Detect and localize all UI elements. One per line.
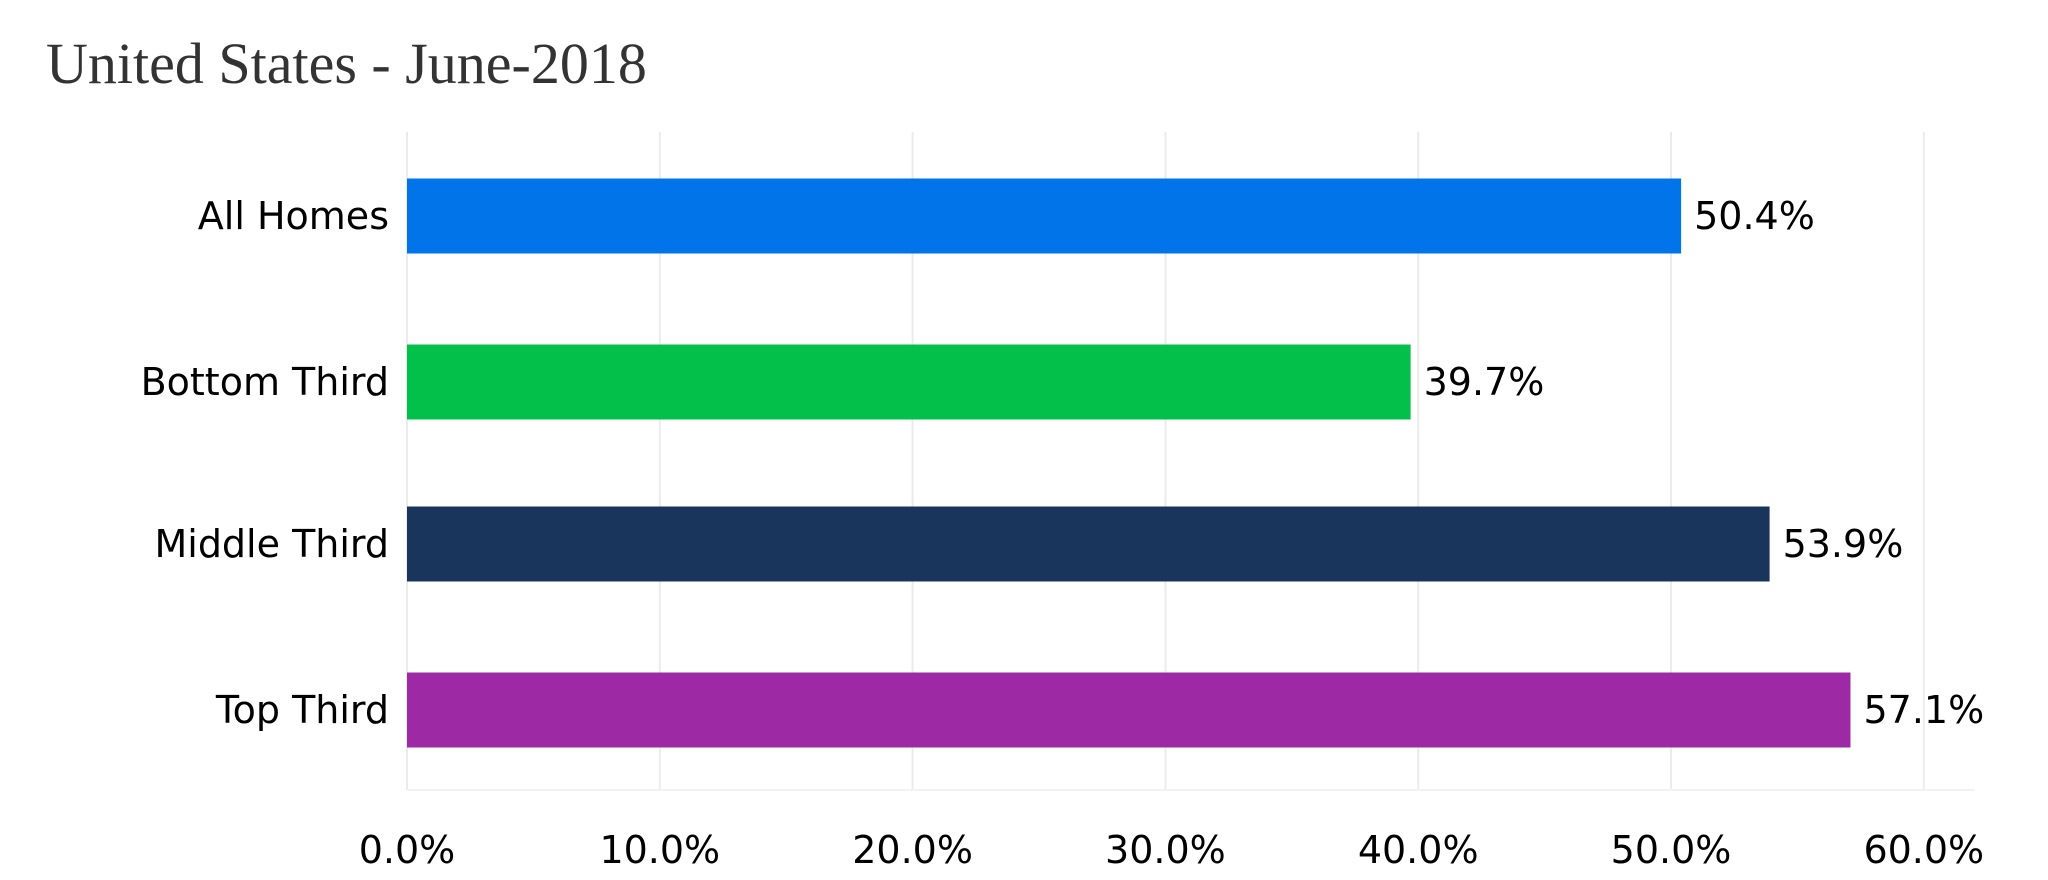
category-labels: All Homes Bottom Third Middle Third Top Thi…: [141, 194, 389, 732]
x-tick-label-2: 20.0%: [852, 828, 973, 872]
x-tick-label-3: 30.0%: [1105, 828, 1226, 872]
x-tick-label-1: 10.0%: [599, 828, 720, 872]
bar-bottom-third: [407, 344, 1411, 420]
bar-all-homes: [407, 178, 1682, 254]
value-label-all-homes: 50.4%: [1694, 194, 1815, 238]
bar-middle-third: [407, 506, 1770, 582]
value-label-middle-third: 53.9%: [1783, 522, 1904, 566]
category-label-bottom-third: Bottom Third: [141, 360, 389, 404]
bar-top-third: [407, 672, 1851, 748]
bars: [407, 178, 1851, 748]
category-label-all-homes: All Homes: [198, 194, 389, 238]
value-label-top-third: 57.1%: [1863, 688, 1984, 732]
x-tick-label-4: 40.0%: [1358, 828, 1479, 872]
value-label-bottom-third: 39.7%: [1424, 360, 1545, 404]
x-tick-label-0: 0.0%: [359, 828, 456, 872]
x-axis-tick-labels: 0.0% 10.0% 20.0% 30.0% 40.0% 50.0% 60.0%: [359, 828, 1984, 872]
category-label-top-third: Top Third: [215, 688, 389, 732]
category-label-middle-third: Middle Third: [154, 522, 389, 566]
x-tick-label-5: 50.0%: [1611, 828, 1732, 872]
x-tick-label-6: 60.0%: [1863, 828, 1984, 872]
chart-title: United States - June-2018: [46, 31, 647, 96]
value-labels: 50.4% 39.7% 53.9% 57.1%: [1424, 194, 1985, 732]
